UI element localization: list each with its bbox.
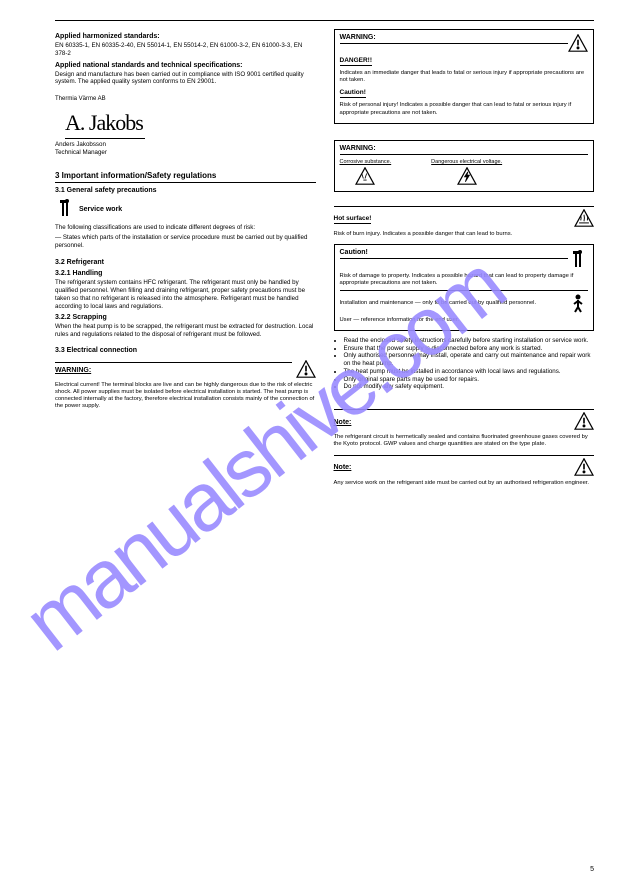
warning-triangle-icon [574, 412, 594, 432]
service-tools-icon [568, 249, 588, 271]
page-number: 5 [590, 866, 594, 873]
hot-heading: Hot surface! [334, 215, 372, 224]
service-tools-icon [55, 198, 75, 220]
text-3-2-2: When the heat pump is to be scrapped, th… [55, 323, 316, 339]
warning-triangle-icon [574, 458, 594, 478]
left-column: Applied harmonized standards: EN 60335-1… [55, 29, 316, 489]
safety-item: Read the enclosed safety instructions ca… [344, 337, 595, 345]
bottom-warning-text: Electrical current! The terminal blocks … [55, 382, 316, 411]
bottom-warning-title: WARNING: [55, 367, 292, 374]
box1-heading: WARNING: [340, 34, 569, 44]
safety-item: The heat pump must be installed in accor… [344, 368, 595, 376]
box3-s1: Risk of damage to property. Indicates a … [340, 273, 589, 287]
signatory-company: Thermia Värme AB [55, 96, 316, 104]
text-3-2-1: The refrigerant system contains HFC refr… [55, 279, 316, 310]
warning-triangle-icon [568, 34, 588, 54]
section1-intro: The following classifications are used t… [55, 224, 316, 232]
box3-s2: Installation and maintenance — only to b… [340, 300, 569, 307]
heading-3-2-1: 3.2.1 Handling [55, 270, 316, 277]
warning-box-1: WARNING: DANGER!! Indicates an immediate… [334, 29, 595, 124]
signature-image: A. Jakobs [65, 110, 316, 136]
right-column: WARNING: DANGER!! Indicates an immediate… [334, 29, 595, 489]
safety-item: Only authorised personnel may install, o… [344, 352, 595, 368]
warning-triangle-icon [296, 360, 316, 380]
safety-item: Only original spare parts may be used fo… [344, 376, 595, 384]
standards-text: EN 60335-1, EN 60335-2-40, EN 55014-1, E… [55, 42, 316, 58]
note2-text: Any service work on the refrigerant side… [334, 480, 595, 487]
box2-heading: WARNING: [340, 145, 589, 155]
heading-3-2: 3.2 Refrigerant [55, 259, 316, 266]
box1-sub2-text: Risk of personal injury! Indicates a pos… [340, 102, 589, 116]
box3-s3: User — reference information for the end… [340, 317, 589, 324]
electric-shock-icon [457, 180, 477, 187]
hot-surface-icon [574, 209, 594, 229]
note1-heading: Note: [334, 419, 352, 426]
caution-box: Caution! Risk of damage to property. Ind… [334, 244, 595, 331]
box1-sub1-text: Indicates an immediate danger that leads… [340, 70, 589, 84]
note1-text: The refrigerant circuit is hermetically … [334, 434, 595, 448]
note2-heading: Note: [334, 464, 352, 471]
person-icon [568, 293, 588, 315]
heading-3-1: 3.1 General safety precautions [55, 187, 316, 194]
heading-3-2-2: 3.2.2 Scrapping [55, 314, 316, 321]
box3-heading: Caution! [340, 249, 569, 259]
signatory-title: Technical Manager [55, 149, 316, 157]
national-heading: Applied national standards and technical… [55, 62, 316, 69]
safety-item: Do not modify any safety equipment. [344, 383, 595, 391]
service-label: Service work [79, 206, 316, 213]
heading-3: 3 Important information/Safety regulatio… [55, 171, 316, 180]
service-text: — States which parts of the installation… [55, 234, 316, 250]
standards-heading: Applied harmonized standards: [55, 33, 316, 40]
safety-list: Read the enclosed safety instructions ca… [334, 337, 595, 391]
warning-box-2: WARNING: Corrosive substance. Dangerous … [334, 140, 595, 192]
hot-text: Risk of burn injury. Indicates a possibl… [334, 231, 595, 238]
heading-3-3: 3.3 Electrical connection [55, 347, 316, 354]
corrosive-icon [355, 180, 375, 187]
box2-sub1: Corrosive substance. [340, 159, 392, 165]
signatory-name: Anders Jakobsson [55, 141, 316, 149]
safety-item: Ensure that the power supply is disconne… [344, 345, 595, 353]
national-text: Design and manufacture has been carried … [55, 71, 316, 87]
box2-sub2: Dangerous electrical voltage. [431, 159, 502, 165]
box1-sub1-label: DANGER!! [340, 57, 373, 66]
box1-sub2-label: Caution! [340, 89, 366, 98]
